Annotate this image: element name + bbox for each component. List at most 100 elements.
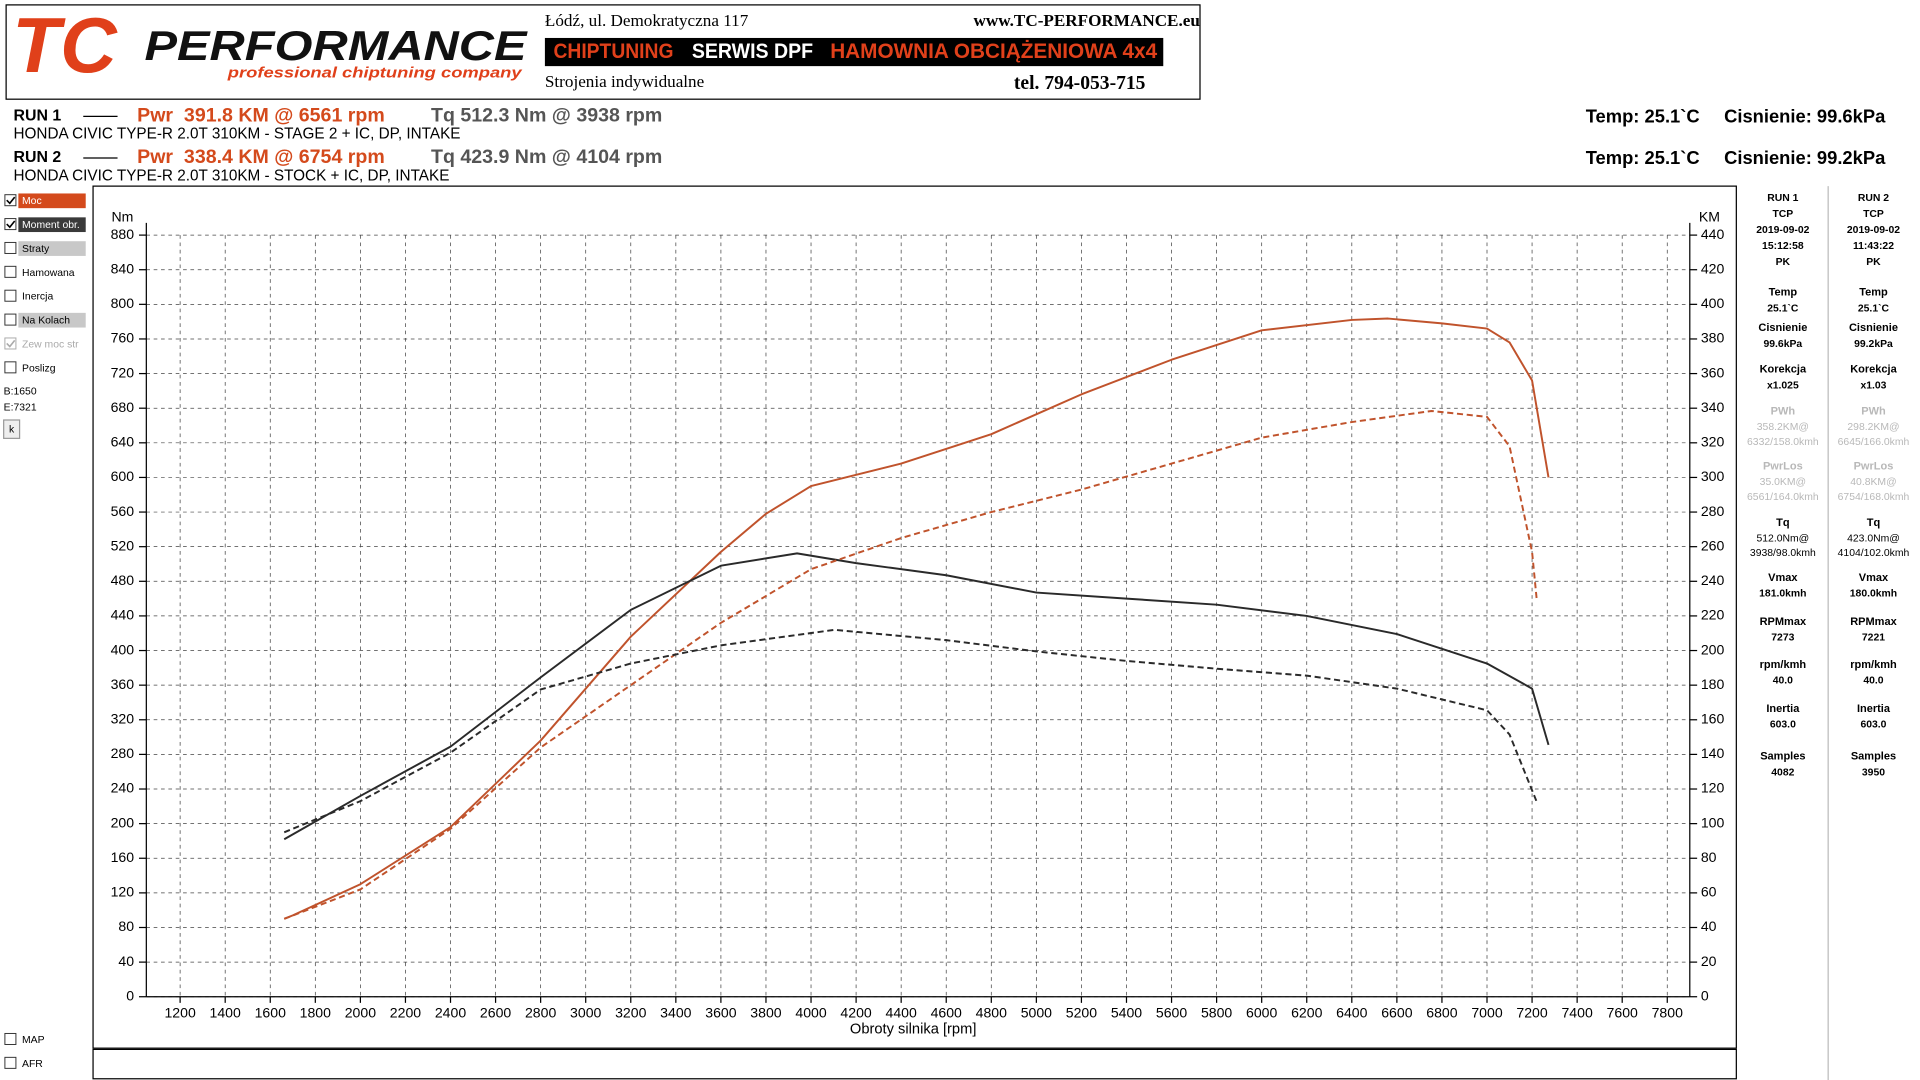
panel-value: 358.2KM@ xyxy=(1757,422,1809,433)
checkbox[interactable] xyxy=(4,265,17,278)
x-tick-label: 5800 xyxy=(1201,1005,1232,1021)
panel-value: 40.8KM@ xyxy=(1850,477,1896,488)
y-tick-label: 400 xyxy=(111,641,135,657)
y2-tick-label: 40 xyxy=(1701,918,1717,934)
control-label[interactable]: MAP xyxy=(22,1035,45,1046)
panel-value: 3938/98.0kmh xyxy=(1750,548,1816,559)
panel-value: 4082 xyxy=(1771,767,1794,778)
x-tick-label: 7400 xyxy=(1561,1005,1592,1021)
x-tick-label: 5400 xyxy=(1111,1005,1142,1021)
control-label[interactable]: Inercja xyxy=(22,292,53,303)
y-tick-label: 160 xyxy=(111,849,135,865)
run-pressure: Cisnienie: 99.2kPa xyxy=(1724,147,1886,168)
panel-value: 6332/158.0kmh xyxy=(1747,437,1819,448)
checkbox[interactable] xyxy=(4,218,17,231)
control-label[interactable]: Moc xyxy=(22,196,42,207)
y2-tick-label: 180 xyxy=(1701,676,1725,692)
panel-label: Inertia xyxy=(1766,703,1800,715)
y-tick-label: 680 xyxy=(111,399,135,415)
y-tick-label: 600 xyxy=(111,468,135,484)
control-label[interactable]: Na Kolach xyxy=(22,316,70,327)
y2-tick-label: 420 xyxy=(1701,260,1725,276)
button-label[interactable]: k xyxy=(9,425,15,436)
checkmark xyxy=(6,196,16,205)
x-tick-label: 6200 xyxy=(1291,1005,1322,1021)
checkbox[interactable] xyxy=(4,337,17,350)
range-start: B:1650 xyxy=(4,387,37,398)
panel-value: 6645/166.0kmh xyxy=(1838,437,1910,448)
checkbox[interactable] xyxy=(4,361,17,374)
control-label[interactable]: Zew moc str xyxy=(22,339,79,350)
panel-value: 603.0 xyxy=(1860,720,1886,731)
panel-label: Cisnienie xyxy=(1758,322,1807,334)
button[interactable] xyxy=(3,419,21,439)
checkbox[interactable] xyxy=(4,194,17,207)
checkmark xyxy=(6,220,16,229)
x-tick-label: 2400 xyxy=(435,1005,466,1021)
run-power: Pwr 338.4 KM @ 6754 rpm xyxy=(137,146,385,168)
x-tick-label: 3200 xyxy=(615,1005,646,1021)
x-tick-label: 6800 xyxy=(1426,1005,1457,1021)
panel-value: 7221 xyxy=(1862,633,1885,644)
panel-value: 35.0KM@ xyxy=(1760,477,1806,488)
x-tick-label: 1200 xyxy=(164,1005,195,1021)
logo-sub: professional chiptuning company xyxy=(227,65,523,81)
run-car: HONDA CIVIC TYPE-R 2.0T 310KM - STOCK + … xyxy=(13,167,449,184)
panel-value: 40.0 xyxy=(1773,676,1793,687)
panel-label: Inertia xyxy=(1857,703,1891,715)
panel-label: PwrLos xyxy=(1763,460,1803,472)
curve xyxy=(283,628,1538,834)
banner xyxy=(544,37,1164,67)
panel-value: 7273 xyxy=(1771,633,1794,644)
x-tick-label: 5000 xyxy=(1021,1005,1052,1021)
control-bg xyxy=(18,241,86,256)
y2-tick-label: 120 xyxy=(1701,780,1725,796)
y-tick-label: 320 xyxy=(111,710,135,726)
tagline: Strojenia indywidualne xyxy=(545,72,704,91)
run-torque: Tq 512.3 Nm @ 3938 rpm xyxy=(431,104,662,126)
panel-value: 40.0 xyxy=(1863,676,1883,687)
y-tick-label: 720 xyxy=(111,364,135,380)
checkbox[interactable] xyxy=(4,289,17,302)
control-label[interactable]: Hamowana xyxy=(22,268,75,279)
checkbox[interactable] xyxy=(4,313,17,326)
phone: tel. 794-053-715 xyxy=(1014,73,1146,94)
control-label[interactable]: Straty xyxy=(22,244,50,255)
control-bg xyxy=(18,312,86,328)
panel-header: PK xyxy=(1776,257,1791,268)
control-label[interactable]: Poslizg xyxy=(22,363,56,374)
x-tick-label: 4000 xyxy=(795,1005,826,1021)
control-label[interactable]: AFR xyxy=(22,1059,43,1070)
range-end: E:7321 xyxy=(4,403,37,414)
y-tick-label: 40 xyxy=(118,953,134,969)
curve xyxy=(283,317,1550,920)
panel-value: 181.0kmh xyxy=(1759,589,1806,600)
x-tick-label: 7600 xyxy=(1607,1005,1638,1021)
x-tick-label: 7800 xyxy=(1652,1005,1683,1021)
y-axis-title: Nm xyxy=(111,209,133,225)
panel-label: rpm/kmh xyxy=(1760,659,1807,671)
y2-tick-label: 320 xyxy=(1701,434,1725,450)
curve xyxy=(283,552,1550,841)
panel-header: TCP xyxy=(1772,209,1793,220)
y2-tick-label: 140 xyxy=(1701,745,1725,761)
run-car: HONDA CIVIC TYPE-R 2.0T 310KM - STAGE 2 … xyxy=(13,126,460,143)
checkbox[interactable] xyxy=(4,1056,17,1069)
panel-label: PwrLos xyxy=(1854,460,1894,472)
panel-value: 25.1`C xyxy=(1858,303,1890,314)
panel-header: RUN 1 xyxy=(1767,193,1798,204)
control-bg xyxy=(18,217,86,233)
y-tick-label: 640 xyxy=(111,434,135,450)
checkbox[interactable] xyxy=(4,1032,17,1045)
address: Łódź, ul. Demokratyczna 117 xyxy=(545,11,749,30)
panel-label: Temp xyxy=(1859,287,1888,299)
control-label[interactable]: Moment obr. xyxy=(22,220,80,231)
x-tick-label: 5200 xyxy=(1066,1005,1097,1021)
checkbox[interactable] xyxy=(4,241,17,254)
panel-label: PWh xyxy=(1771,405,1796,417)
x-tick-label: 2000 xyxy=(345,1005,376,1021)
panel-value: 512.0Nm@ xyxy=(1756,534,1809,545)
y-tick-label: 560 xyxy=(111,503,135,519)
x-tick-label: 4600 xyxy=(931,1005,962,1021)
y-tick-label: 520 xyxy=(111,537,135,553)
